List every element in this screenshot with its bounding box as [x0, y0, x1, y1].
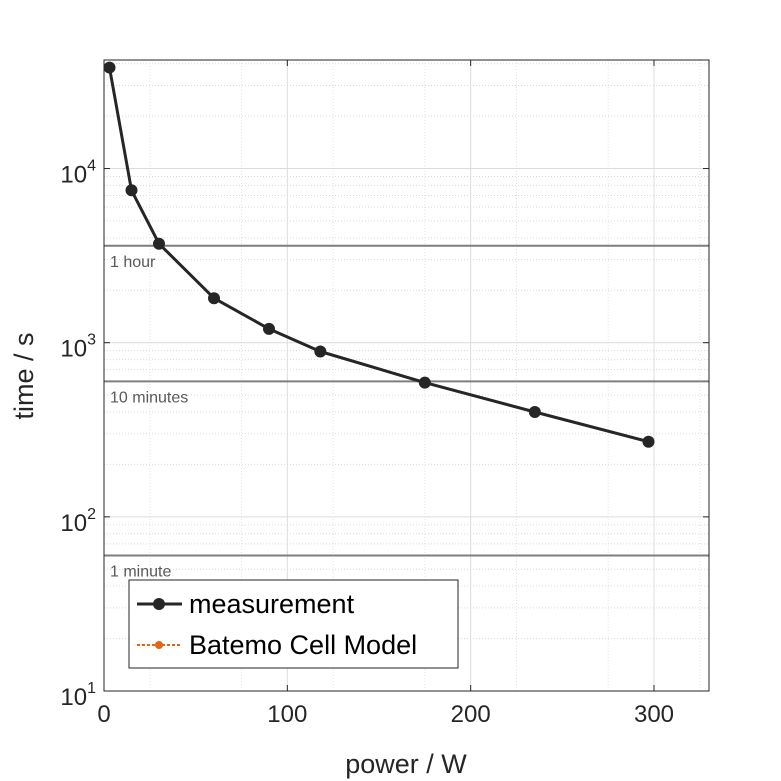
y-tick-label-base: 10 [60, 510, 87, 537]
legend-batemo-label: Batemo Cell Model [189, 630, 417, 660]
reference-line-label: 1 hour [110, 254, 156, 271]
y-tick-label-exponent: 2 [87, 506, 96, 523]
x-tick-label: 300 [634, 701, 674, 728]
data-point [153, 237, 165, 250]
reference-lines: 1 hour 10 minutes 1 minute [104, 244, 709, 580]
legend-measurement-marker [153, 598, 165, 610]
legend-measurement-label: measurement [189, 589, 355, 619]
x-tick-label: 0 [97, 701, 110, 728]
legend-box [128, 579, 459, 669]
legend-batemo-marker [155, 641, 163, 649]
data-point [125, 184, 138, 197]
data-point [314, 345, 327, 358]
data-point [208, 292, 220, 305]
y-axis-label: time / s [9, 332, 39, 419]
data-point [418, 376, 431, 389]
reference-line-label: 1 minute [110, 563, 171, 580]
y-tick-label: 101 [60, 680, 96, 711]
y-tick-label: 104 [60, 158, 96, 189]
series [103, 61, 655, 448]
y-tick-label-exponent: 4 [87, 158, 96, 175]
y-tick-label-base: 10 [60, 336, 87, 363]
data-point [528, 405, 541, 418]
x-tick-label: 100 [267, 701, 307, 728]
y-tick-label: 102 [60, 506, 96, 537]
x-tick-label: 200 [451, 701, 491, 728]
grid-lines [103, 60, 709, 692]
data-point [103, 61, 116, 74]
x-axis-label: power / W [345, 749, 467, 779]
legend: measurement Batemo Cell Model [128, 579, 459, 669]
y-tick-label-base: 10 [60, 684, 87, 711]
reference-line-label: 10 minutes [110, 389, 188, 406]
y-tick-label-exponent: 1 [87, 680, 96, 697]
y-tick-label-exponent: 3 [87, 332, 96, 349]
series-line-measurement [108, 67, 649, 444]
plot-frame [103, 59, 710, 692]
data-point [263, 322, 275, 335]
y-tick-label-base: 10 [60, 162, 87, 189]
data-point [642, 435, 655, 448]
y-tick-label: 103 [60, 332, 96, 363]
